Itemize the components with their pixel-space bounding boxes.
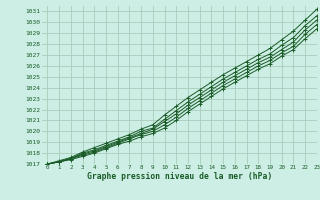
X-axis label: Graphe pression niveau de la mer (hPa): Graphe pression niveau de la mer (hPa): [87, 172, 272, 181]
